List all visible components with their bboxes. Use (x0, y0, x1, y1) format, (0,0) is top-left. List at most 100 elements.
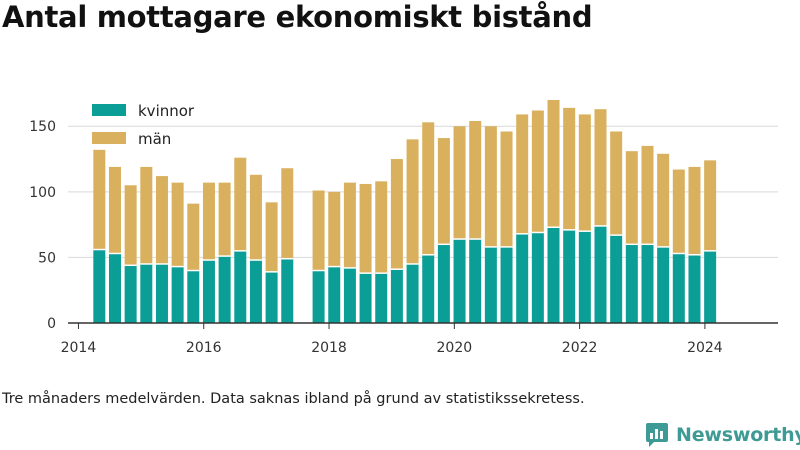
bar-kvinnor (484, 246, 497, 323)
bar-man (594, 109, 607, 226)
bar-kvinnor (234, 250, 247, 323)
x-tick-label: 2020 (437, 340, 473, 356)
bar-man (343, 182, 356, 268)
bar-kvinnor (187, 270, 200, 323)
bar-kvinnor (406, 263, 419, 323)
x-tick-label: 2024 (687, 340, 723, 356)
bar-kvinnor (422, 254, 435, 323)
bar-kvinnor (343, 267, 356, 323)
bar-kvinnor (625, 244, 638, 323)
bar-kvinnor (218, 256, 231, 323)
bar-man (610, 131, 623, 236)
bar-kvinnor (124, 265, 137, 323)
bar-kvinnor (375, 273, 388, 323)
x-tick-label: 2022 (562, 340, 598, 356)
bar-kvinnor (437, 244, 450, 323)
bar-man (500, 131, 513, 247)
bar-man (312, 190, 325, 271)
bar-kvinnor (547, 227, 560, 323)
bar-man (328, 191, 341, 267)
bar-man (578, 114, 591, 232)
bar-kvinnor (328, 266, 341, 323)
bar-kvinnor (171, 266, 184, 323)
chart-title: Antal mottagare ekonomiskt bistånd (2, 0, 593, 34)
bar-kvinnor (469, 239, 482, 323)
stacked-bar-chart: 0 50 100 150 2014 2016 2018 2020 2022 2024 kvinno… (29, 100, 778, 356)
newsworthy-logo-icon (646, 423, 668, 447)
y-tick-label: 0 (47, 316, 56, 332)
x-tick-label: 2014 (61, 340, 97, 356)
bar-kvinnor (704, 250, 717, 323)
bar-man (390, 159, 403, 270)
bar-man (704, 160, 717, 251)
y-tick-label: 50 (38, 250, 56, 266)
bar-kvinnor (453, 239, 466, 323)
bar-kvinnor (155, 263, 168, 323)
bar-kvinnor (312, 270, 325, 323)
bar-man (531, 110, 544, 233)
bar-man (469, 120, 482, 240)
bar-man (657, 153, 670, 247)
x-tick-label: 2018 (311, 340, 347, 356)
bar-kvinnor (657, 246, 670, 323)
bar-man (563, 107, 576, 230)
bar-man (625, 151, 638, 245)
bar-man (265, 202, 278, 272)
footnote: Tre månaders medelvärden. Data saknas ib… (2, 391, 585, 407)
x-tick-label: 2016 (186, 340, 222, 356)
bar-man (547, 100, 560, 228)
bar-man (234, 157, 247, 251)
legend-swatch-man (92, 132, 126, 144)
y-tick-label: 150 (29, 119, 56, 135)
bar-man (108, 166, 121, 254)
bar-man (359, 183, 372, 274)
bar-kvinnor (563, 229, 576, 323)
bar-man (375, 181, 388, 274)
bar-man (672, 169, 685, 254)
bar-kvinnor (610, 235, 623, 323)
bar-man (187, 203, 200, 271)
bar-kvinnor (93, 249, 106, 323)
legend-swatch-kvinnor (92, 104, 126, 116)
bar-man (641, 145, 654, 245)
bar-man (140, 166, 153, 264)
bar-kvinnor (500, 246, 513, 323)
bar-kvinnor (390, 269, 403, 323)
bar-man (422, 122, 435, 255)
bar-kvinnor (249, 260, 262, 323)
bar-man (202, 182, 215, 261)
bar-man (171, 182, 184, 267)
bar-kvinnor (531, 232, 544, 323)
bars (93, 100, 717, 323)
bar-man (437, 138, 450, 245)
bar-kvinnor (641, 244, 654, 323)
bar-man (406, 139, 419, 264)
legend-label: män (138, 130, 171, 148)
bar-kvinnor (594, 225, 607, 323)
bar-kvinnor (108, 253, 121, 323)
bar-man (281, 168, 294, 259)
bar-man (218, 182, 231, 257)
bar-kvinnor (140, 263, 153, 323)
legend: kvinnor män (92, 102, 195, 148)
y-tick-label: 100 (29, 185, 56, 201)
bar-kvinnor (202, 260, 215, 323)
brand-logo[interactable]: Newsworthy (644, 420, 800, 450)
bar-kvinnor (281, 258, 294, 323)
bar-man (124, 185, 137, 266)
legend-label: kvinnor (138, 102, 195, 120)
brand-name: Newsworthy (676, 424, 800, 446)
bar-man (484, 126, 497, 247)
bar-kvinnor (516, 233, 529, 323)
axes: 0 50 100 150 2014 2016 2018 2020 2022 2024 (29, 119, 778, 356)
bar-kvinnor (672, 253, 685, 323)
bar-kvinnor (578, 231, 591, 323)
bar-kvinnor (359, 273, 372, 323)
bar-kvinnor (265, 271, 278, 323)
bar-man (155, 176, 168, 264)
bar-man (249, 174, 262, 261)
bar-kvinnor (688, 254, 701, 323)
bar-man (688, 166, 701, 255)
bar-man (93, 149, 106, 250)
bar-man (516, 114, 529, 234)
